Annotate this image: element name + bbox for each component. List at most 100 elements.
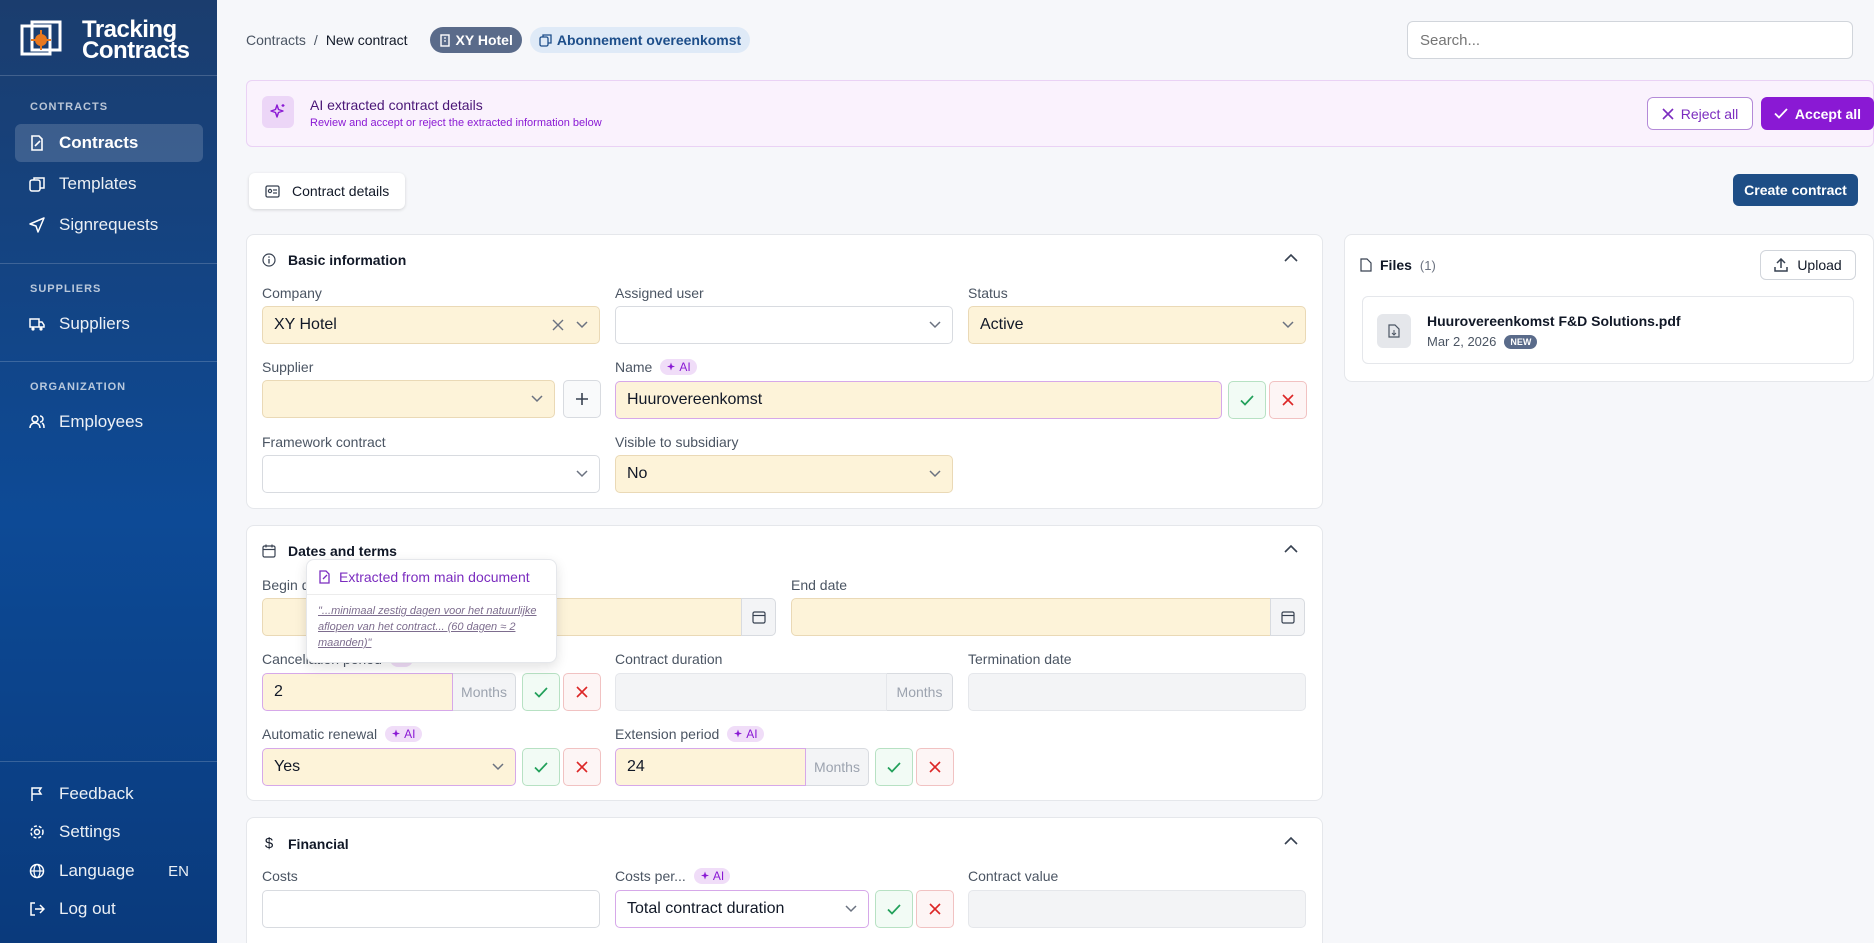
- sidebar-item-label: Settings: [59, 822, 121, 841]
- ai-badge: AI: [660, 359, 697, 375]
- sidebar-item-label: Language: [59, 861, 135, 880]
- name-value: Huurovereenkomst: [627, 391, 763, 408]
- ai-sparkle-box: [262, 96, 294, 128]
- accept-name-button[interactable]: [1228, 381, 1266, 419]
- add-supplier-button[interactable]: [563, 380, 601, 418]
- begin-date-picker-button[interactable]: [741, 598, 776, 636]
- create-contract-button[interactable]: Create contract: [1733, 174, 1858, 206]
- accept-extension-button[interactable]: [875, 748, 913, 786]
- sidebar-divider: [0, 361, 217, 362]
- file-type-box: [1377, 314, 1411, 348]
- sidebar-item-contracts[interactable]: Contracts: [15, 124, 203, 162]
- supplier-select[interactable]: [262, 380, 555, 418]
- company-select[interactable]: XY Hotel: [262, 306, 600, 344]
- costs-per-select[interactable]: Total contract duration: [615, 890, 869, 928]
- sidebar-item-signrequests[interactable]: Signrequests: [15, 206, 203, 244]
- popover-quote[interactable]: "...minimaal zestig dagen voor het natuu…: [318, 605, 537, 649]
- name-input[interactable]: Huurovereenkomst: [615, 381, 1222, 419]
- financial-header[interactable]: $ Financial: [262, 835, 349, 852]
- sidebar-item-feedback[interactable]: Feedback: [15, 775, 203, 813]
- breadcrumb-contracts[interactable]: Contracts: [246, 32, 306, 48]
- dates-terms-header[interactable]: Dates and terms: [262, 543, 397, 559]
- end-date-picker-button[interactable]: [1270, 598, 1305, 636]
- file-list-item[interactable]: Huurovereenkomst F&D Solutions.pdf Mar 2…: [1362, 296, 1854, 364]
- ai-extraction-banner: AI extracted contract details Review and…: [246, 80, 1874, 147]
- sidebar-item-settings[interactable]: Settings: [15, 813, 203, 851]
- sidebar-item-templates[interactable]: Templates: [15, 165, 203, 203]
- reject-auto-renewal-button[interactable]: [563, 748, 601, 786]
- framework-select[interactable]: [262, 455, 600, 493]
- close-icon: [576, 761, 588, 773]
- upload-label: Upload: [1797, 257, 1842, 273]
- logo-line-2: Contracts: [82, 37, 190, 64]
- chevron-up-icon[interactable]: [1284, 836, 1298, 845]
- close-icon: [576, 686, 588, 698]
- section-title: Basic information: [288, 252, 407, 268]
- company-label: Company: [262, 285, 322, 301]
- sidebar-item-label: Contracts: [59, 133, 139, 152]
- sidebar-item-label: Feedback: [59, 784, 134, 803]
- accept-cancellation-button[interactable]: [522, 673, 560, 711]
- reject-cancellation-button[interactable]: [563, 673, 601, 711]
- reject-all-button[interactable]: Reject all: [1647, 97, 1753, 130]
- reject-extension-button[interactable]: [916, 748, 954, 786]
- template-pill[interactable]: Abonnement overeenkomst: [529, 27, 751, 53]
- supplier-label: Supplier: [262, 359, 314, 375]
- chevron-down-icon: [845, 905, 857, 913]
- sidebar-divider: [0, 761, 217, 762]
- costs-input[interactable]: [262, 890, 600, 928]
- accept-all-button[interactable]: Accept all: [1761, 97, 1874, 130]
- end-date-input[interactable]: [791, 598, 1271, 636]
- breadcrumb-current: New contract: [325, 32, 408, 48]
- logout-icon: [30, 902, 45, 916]
- close-icon: [1282, 394, 1294, 406]
- new-badge: NEW: [1504, 334, 1538, 349]
- flag-icon: [31, 787, 43, 801]
- accept-costs-per-button[interactable]: [875, 890, 913, 928]
- clear-icon[interactable]: [552, 319, 564, 331]
- sidebar-item-language[interactable]: Language EN: [15, 852, 203, 890]
- truck-icon: [29, 318, 45, 331]
- costs-per-value: Total contract duration: [627, 900, 785, 917]
- chevron-up-icon[interactable]: [1284, 253, 1298, 262]
- status-select[interactable]: Active: [968, 306, 1306, 344]
- company-pill-label: XY Hotel: [455, 32, 513, 48]
- auto-renewal-select[interactable]: Yes: [262, 748, 516, 786]
- sidebar-item-label: Signrequests: [59, 215, 159, 234]
- extension-value: 24: [627, 758, 645, 775]
- ai-banner-subtitle: Review and accept or reject the extracte…: [310, 117, 602, 129]
- sidebar-divider: [0, 75, 217, 76]
- close-icon: [929, 903, 941, 915]
- breadcrumb: Contracts / New contract XY Hotel Abonne…: [246, 27, 751, 53]
- tab-contract-details[interactable]: Contract details: [249, 173, 406, 209]
- search-input[interactable]: [1407, 21, 1853, 59]
- sidebar-item-logout[interactable]: Log out: [15, 890, 203, 928]
- auto-renewal-value: Yes: [274, 758, 301, 775]
- company-pill[interactable]: XY Hotel: [429, 27, 522, 53]
- id-card-icon: [265, 184, 280, 198]
- calendar-icon: [751, 611, 766, 624]
- termination-input: [968, 673, 1306, 711]
- popover-title: Extracted from main document: [339, 569, 530, 585]
- sidebar-item-suppliers[interactable]: Suppliers: [15, 305, 203, 343]
- cancellation-input[interactable]: 2: [262, 673, 453, 711]
- sidebar-item-employees[interactable]: Employees: [15, 403, 203, 441]
- accept-auto-renewal-button[interactable]: [522, 748, 560, 786]
- visible-select[interactable]: No: [615, 455, 953, 493]
- costs-per-label: Costs per... AI: [615, 868, 731, 884]
- upload-button[interactable]: Upload: [1760, 250, 1856, 280]
- app-logo[interactable]: Tracking Contracts: [18, 18, 190, 64]
- file-meta: Mar 2, 2026 NEW: [1427, 334, 1538, 349]
- reject-costs-per-button[interactable]: [916, 890, 954, 928]
- chevron-up-icon[interactable]: [1284, 544, 1298, 553]
- basic-information-header[interactable]: Basic information: [262, 252, 406, 268]
- duration-input: [615, 673, 887, 711]
- reject-name-button[interactable]: [1269, 381, 1307, 419]
- costs-per-label-text: Costs per...: [615, 868, 686, 884]
- copy-icon: [539, 33, 552, 47]
- assigned-user-select[interactable]: [615, 306, 953, 344]
- accept-all-label: Accept all: [1794, 105, 1862, 122]
- plus-icon: [576, 393, 588, 405]
- extension-input[interactable]: 24: [615, 748, 806, 786]
- file-icon: [1360, 258, 1372, 272]
